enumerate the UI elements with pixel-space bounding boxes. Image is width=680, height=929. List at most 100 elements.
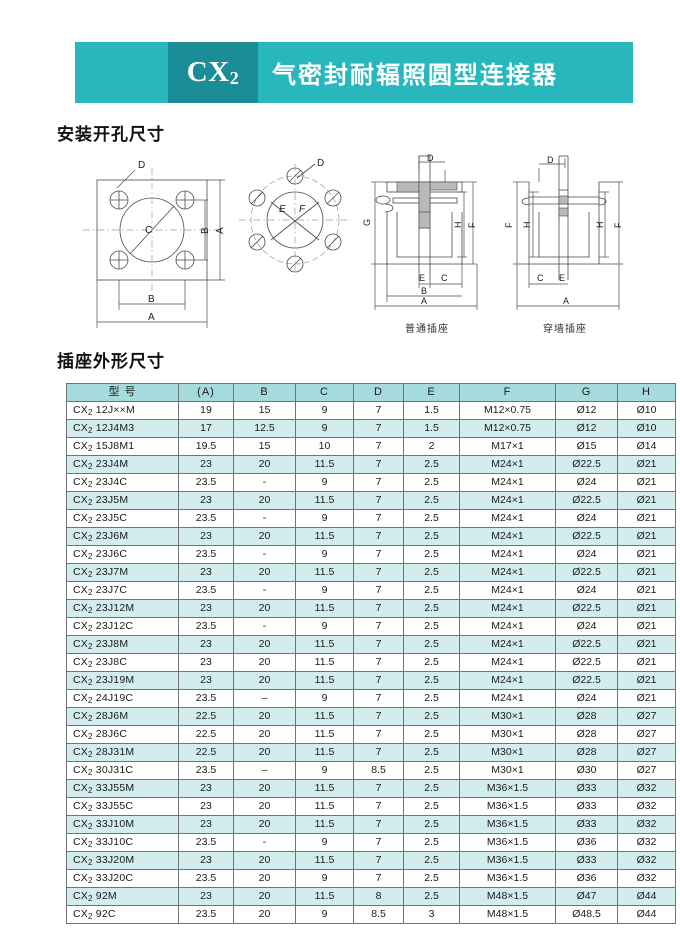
table-row: CX2 33J10M 23 20 11.5 7 2.5 M36×1.5 Ø33 Ø32	[66, 815, 676, 834]
table-row: CX2 23J19M 23 20 11.5 7 2.5 M24×1 Ø22.5 Ø21	[66, 671, 676, 690]
model-prefix: CX	[73, 854, 88, 866]
cell-h: Ø10	[617, 419, 676, 438]
cell-e: 2.5	[403, 653, 460, 672]
cell-b: -	[233, 473, 296, 492]
model-prefix: CX	[73, 836, 88, 848]
cell-d: 7	[353, 527, 404, 546]
cell-model: CX2 23J8C	[66, 653, 179, 672]
label-e: E	[559, 273, 565, 283]
cell-f: M48×1.5	[459, 905, 556, 924]
table-row: CX2 33J55C 23 20 11.5 7 2.5 M36×1.5 Ø33 Ø32	[66, 797, 676, 816]
cell-f: M24×1	[459, 599, 556, 618]
cell-a: 22.5	[178, 725, 234, 744]
cell-h: Ø21	[617, 617, 676, 636]
cell-h: Ø21	[617, 581, 676, 600]
cell-c: 11.5	[295, 653, 354, 672]
section-heading-install: 安装开孔尺寸	[57, 125, 165, 144]
cell-c: 9	[295, 905, 354, 924]
model-subscript: 2	[88, 516, 93, 525]
cell-a: 22.5	[178, 743, 234, 762]
cell-b: 20	[233, 563, 296, 582]
cell-model: CX2 23J4M	[66, 455, 179, 474]
cell-a: 23	[178, 653, 234, 672]
cell-d: 7	[353, 419, 404, 438]
model-rest: 12J4M3	[92, 422, 135, 434]
cell-a: 23	[178, 455, 234, 474]
cell-g: Ø24	[555, 473, 618, 492]
cell-g: Ø22.5	[555, 455, 618, 474]
cell-h: Ø44	[617, 905, 676, 924]
label-h-right: H	[595, 222, 605, 229]
cell-c: 11.5	[295, 527, 354, 546]
cell-e: 2.5	[403, 617, 460, 636]
label-a: A	[563, 296, 569, 306]
cell-e: 2.5	[403, 545, 460, 564]
cell-g: Ø22.5	[555, 635, 618, 654]
cell-c: 9	[295, 509, 354, 528]
model-prefix: CX	[73, 602, 88, 614]
model-prefix: CX	[73, 728, 88, 740]
cell-model: CX2 23J7M	[66, 563, 179, 582]
cell-d: 7	[353, 671, 404, 690]
model-rest: 28J31M	[92, 746, 135, 758]
cell-h: Ø21	[617, 689, 676, 708]
model-prefix: CX	[73, 692, 88, 704]
cell-c: 9	[295, 581, 354, 600]
cell-g: Ø28	[555, 725, 618, 744]
model-prefix: CX	[73, 908, 88, 920]
model-subscript: 2	[88, 534, 93, 543]
model-subscript: 2	[88, 480, 93, 489]
model-subscript: 2	[88, 678, 93, 687]
model-subscript: 2	[88, 588, 93, 597]
label-f: F	[467, 222, 477, 228]
label-h-left: H	[522, 222, 532, 229]
table-body: CX2 12J××M 19 15 9 7 1.5 M12×0.75 Ø12 Ø10 CX2 12J…	[66, 401, 676, 924]
cell-h: Ø27	[617, 743, 676, 762]
cell-e: 2.5	[403, 509, 460, 528]
cell-e: 2.5	[403, 887, 460, 906]
cell-f: M24×1	[459, 473, 556, 492]
label-b-horizontal: B	[148, 294, 155, 305]
cell-c: 9	[295, 617, 354, 636]
cell-c: 9	[295, 833, 354, 852]
cell-e: 2.5	[403, 689, 460, 708]
cell-a: 22.5	[178, 707, 234, 726]
cell-model: CX2 23J19M	[66, 671, 179, 690]
cell-h: Ø32	[617, 815, 676, 834]
table-row: CX2 28J31M 22.5 20 11.5 7 2.5 M30×1 Ø28 Ø27	[66, 743, 676, 762]
table-row: CX2 23J7M 23 20 11.5 7 2.5 M24×1 Ø22.5 Ø21	[66, 563, 676, 582]
cell-b: 20	[233, 725, 296, 744]
col-header-model: 型 号	[66, 383, 179, 402]
cell-b: -	[233, 545, 296, 564]
cell-b: 20	[233, 743, 296, 762]
cell-b: 12.5	[233, 419, 296, 438]
model-rest: 33J20M	[92, 854, 135, 866]
label-a-horizontal: A	[148, 312, 155, 323]
model-subscript: 2	[88, 426, 93, 435]
model-rest: 23J4C	[92, 476, 128, 488]
model-subscript: 2	[88, 498, 93, 507]
cell-b: 20	[233, 599, 296, 618]
cell-g: Ø22.5	[555, 653, 618, 672]
cell-h: Ø21	[617, 527, 676, 546]
cell-b: 20	[233, 797, 296, 816]
model-rest: 12J××M	[92, 404, 135, 416]
cell-e: 2.5	[403, 815, 460, 834]
cell-a: 23.5	[178, 833, 234, 852]
cell-b: -	[233, 617, 296, 636]
cell-f: M30×1	[459, 743, 556, 762]
model-subscript: 2	[88, 768, 93, 777]
model-prefix: CX	[73, 440, 88, 452]
model-subscript: 2	[88, 444, 93, 453]
cell-model: CX2 30J31C	[66, 761, 179, 780]
label-a-vertical: A	[215, 227, 226, 234]
cell-a: 23.5	[178, 617, 234, 636]
cell-b: 15	[233, 401, 296, 420]
cell-c: 11.5	[295, 797, 354, 816]
cell-d: 7	[353, 563, 404, 582]
cell-c: 9	[295, 689, 354, 708]
model-prefix: CX	[73, 494, 88, 506]
cell-g: Ø48.5	[555, 905, 618, 924]
model-rest: 23J5C	[92, 512, 128, 524]
model-rest: 28J6C	[92, 728, 128, 740]
